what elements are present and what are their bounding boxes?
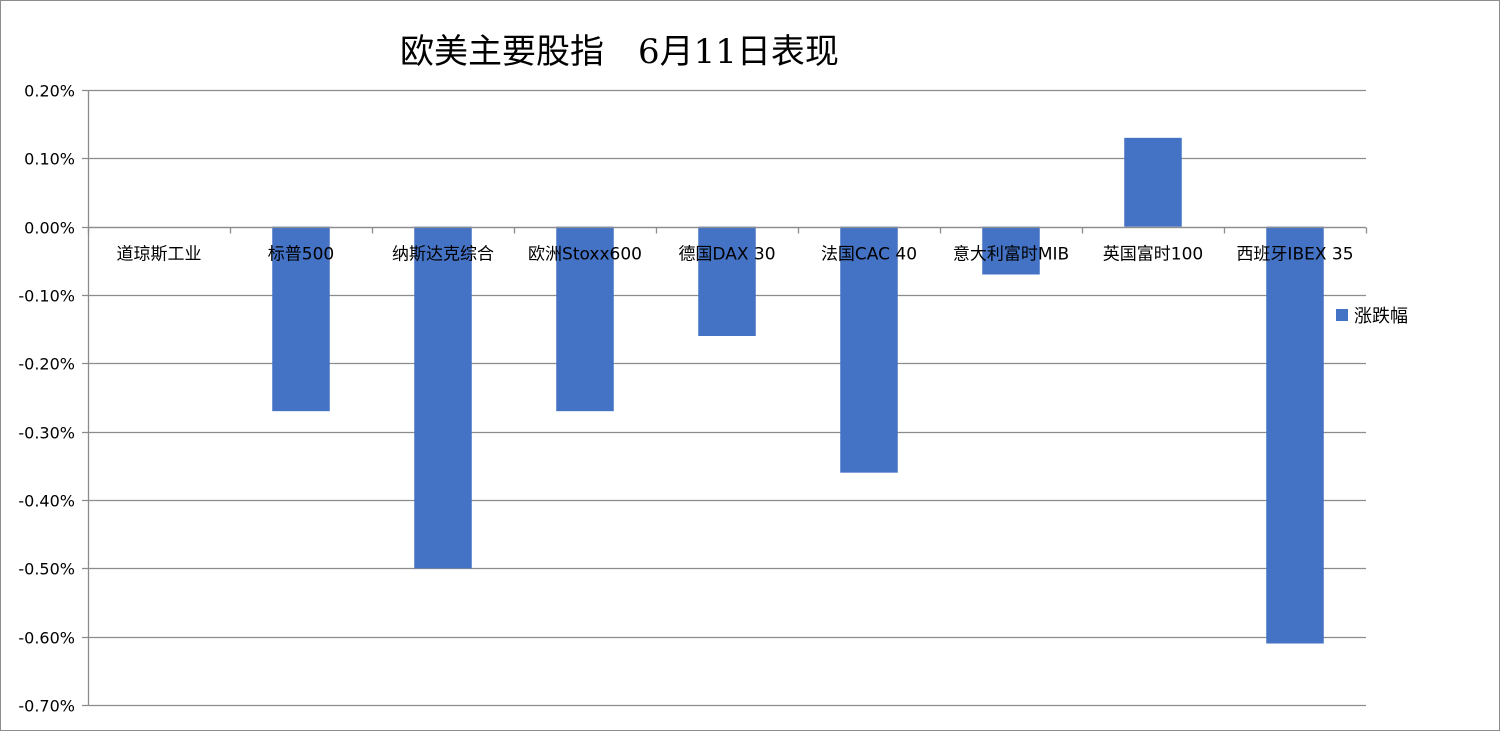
legend-label: 涨跌幅 xyxy=(1354,306,1408,327)
y-tick-label: -0.20% xyxy=(18,355,75,374)
y-tick-label: -0.10% xyxy=(18,287,75,306)
y-tick-label: 0.10% xyxy=(24,150,75,169)
y-tick-labels: 0.20% 0.10% 0.00% -0.10% -0.20% -0.30% -0.40% -… xyxy=(18,82,75,716)
category-label: 标普500 xyxy=(268,245,334,265)
category-label: 纳斯达克综合 xyxy=(392,245,494,265)
category-label: 欧洲Stoxx600 xyxy=(528,245,642,265)
legend-swatch xyxy=(1336,309,1348,321)
bar xyxy=(840,226,898,473)
bar xyxy=(556,226,614,412)
y-tick-label: -0.70% xyxy=(18,697,75,716)
category-label: 英国富时100 xyxy=(1103,245,1203,265)
y-tick-label: -0.60% xyxy=(18,629,75,648)
y-tick-label: -0.40% xyxy=(18,492,75,511)
category-label: 西班牙IBEX 35 xyxy=(1236,245,1353,265)
y-tick-label: 0.20% xyxy=(24,82,75,101)
bar xyxy=(272,226,330,412)
y-tick-label: -0.50% xyxy=(18,560,75,579)
bar xyxy=(982,226,1040,275)
y-tick-label: -0.30% xyxy=(18,424,75,443)
axes xyxy=(87,90,1368,705)
bar xyxy=(698,226,756,336)
y-tick-label: 0.00% xyxy=(24,219,75,238)
bars xyxy=(272,137,1324,644)
chart-title: 欧美主要股指 6月11日表现 xyxy=(400,32,839,72)
bar xyxy=(414,226,472,569)
category-label: 道琼斯工业 xyxy=(117,245,202,265)
category-label: 法国CAC 40 xyxy=(821,245,917,265)
bar xyxy=(1266,226,1324,644)
category-labels: 道琼斯工业 标普500 纳斯达克综合 欧洲Stoxx600 德国DAX 30 法国CAC … xyxy=(117,245,1354,265)
bar xyxy=(1124,137,1182,227)
category-label: 意大利富时MIB xyxy=(953,245,1069,265)
category-label: 德国DAX 30 xyxy=(678,245,775,265)
legend: 涨跌幅 xyxy=(1336,302,1408,328)
